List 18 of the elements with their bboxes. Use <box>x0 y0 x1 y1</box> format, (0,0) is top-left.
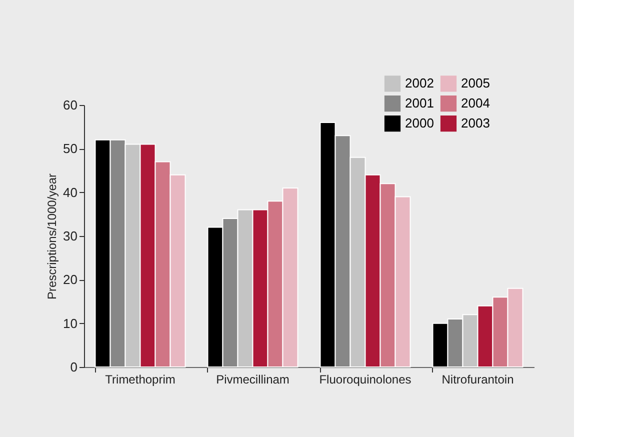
legend-label: 2000 <box>405 116 434 130</box>
x-tick-label: Trimethoprim <box>105 372 176 386</box>
legend-label: 2003 <box>461 116 490 130</box>
y-tick-label: 30 <box>63 228 78 244</box>
x-tick-label: Fluoroquinolones <box>319 372 412 386</box>
y-tick-label: 10 <box>63 316 78 331</box>
y-tick-label: 50 <box>63 141 78 156</box>
y-tick-label: 0 <box>70 360 78 374</box>
x-tick-label: Pivmecillinam <box>216 372 290 386</box>
x-tick-label: Nitrofurantoin <box>442 372 514 386</box>
legend-label: 2005 <box>461 76 490 91</box>
y-axis-title: Prescriptions/1000/year <box>45 173 60 300</box>
y-tick-label: 60 <box>63 98 78 112</box>
y-tick-label: 40 <box>63 184 78 200</box>
legend-label: 2001 <box>405 96 434 110</box>
legend-label: 2002 <box>405 76 434 91</box>
legend-label: 2004 <box>461 96 490 110</box>
y-tick-label: 20 <box>63 272 78 288</box>
